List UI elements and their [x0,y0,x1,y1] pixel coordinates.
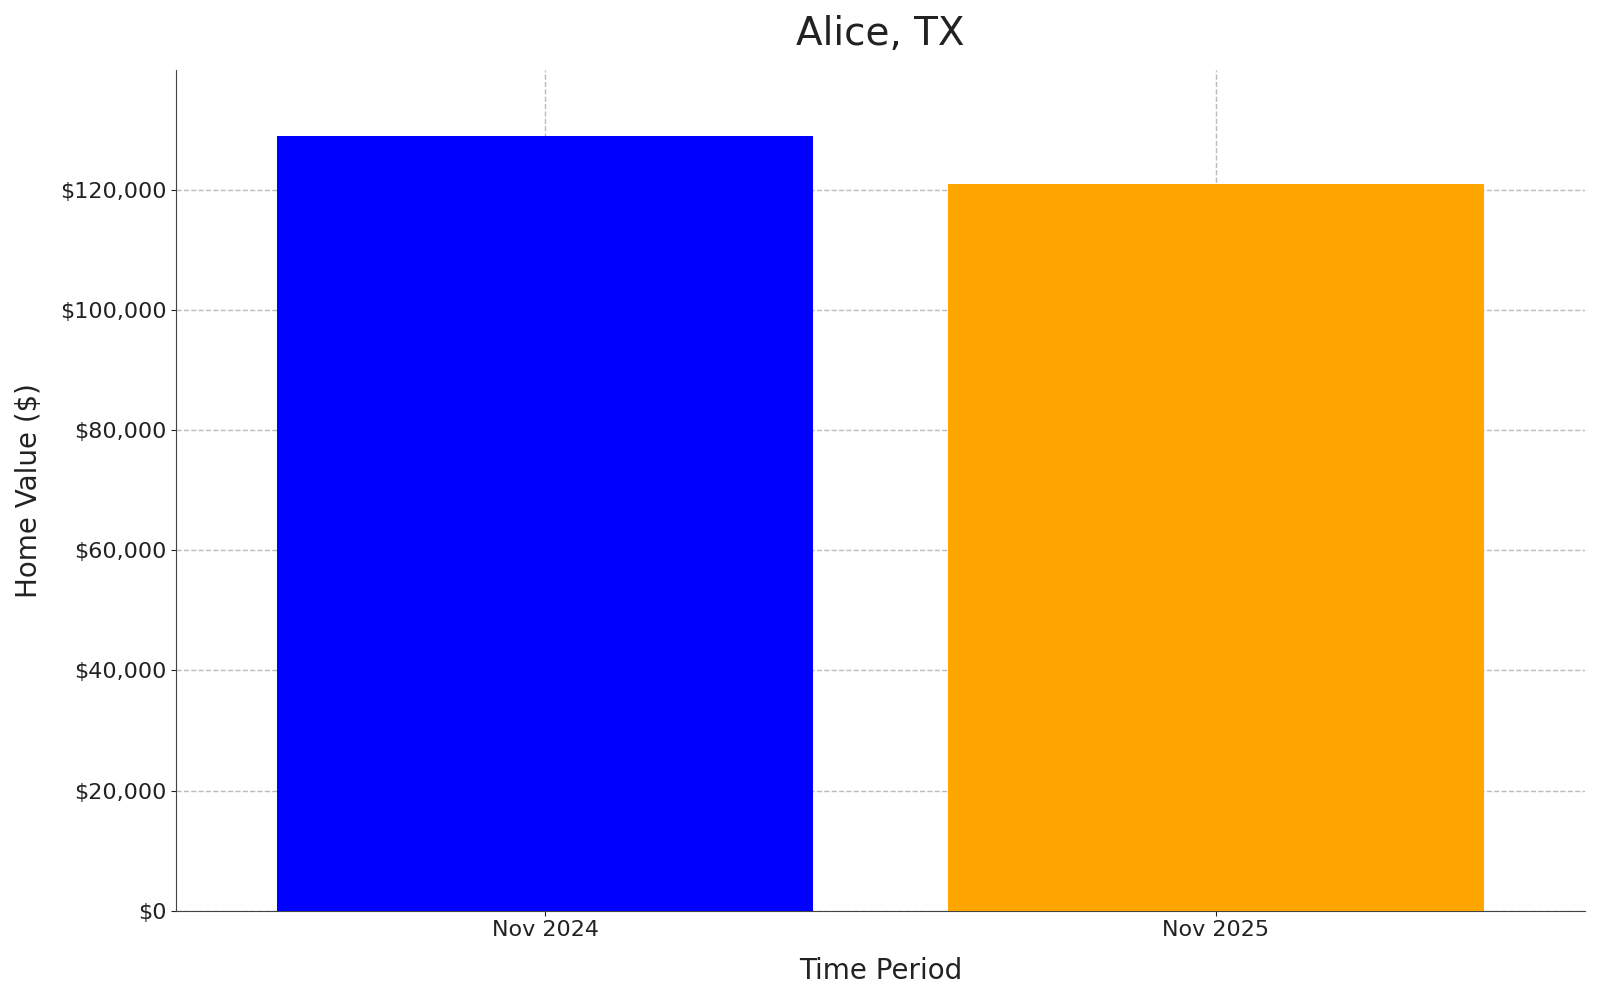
Y-axis label: Home Value ($): Home Value ($) [14,383,43,598]
X-axis label: Time Period: Time Period [798,957,962,985]
Bar [277,136,813,911]
Bar [947,184,1485,911]
Title: Alice, TX: Alice, TX [797,15,965,53]
